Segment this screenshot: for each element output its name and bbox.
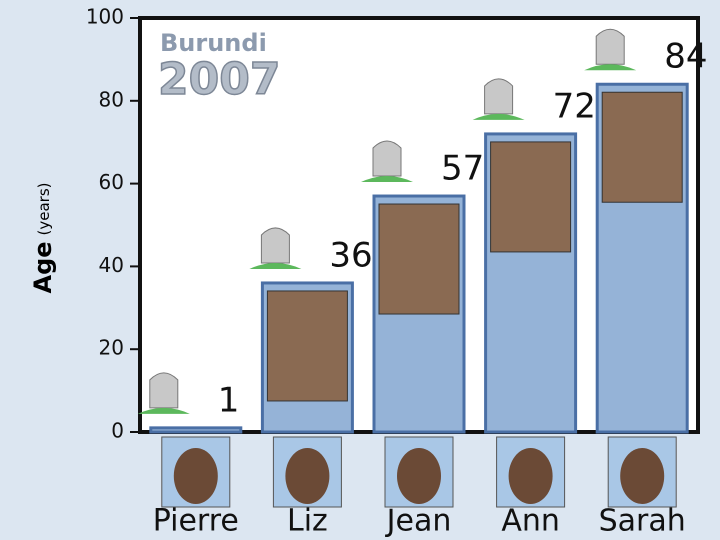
portrait <box>378 203 460 315</box>
y-tick-label: 80 <box>99 87 124 111</box>
grass <box>137 407 190 414</box>
x-tick-label: Liz <box>287 504 328 539</box>
chart-title: Burundi <box>160 29 267 57</box>
y-tick-label: 0 <box>111 419 124 443</box>
gravestone <box>372 140 402 177</box>
x-tick-label: Pierre <box>153 504 239 539</box>
x-tick-label: Jean <box>385 504 452 539</box>
y-axis-label: Age (years) <box>29 182 57 293</box>
baby-face <box>285 448 330 504</box>
x-tick-label: Sarah <box>599 504 686 539</box>
value-label: 36 <box>329 235 372 275</box>
gravestone <box>149 372 179 409</box>
value-label: 57 <box>441 149 484 189</box>
grass <box>361 176 413 183</box>
baby-face <box>508 448 553 504</box>
y-label-unit: (years) <box>35 182 53 235</box>
grass <box>472 113 525 120</box>
portrait <box>601 91 683 203</box>
bar <box>149 426 243 434</box>
x-tick-label: Ann <box>501 504 560 539</box>
value-label: 1 <box>218 380 240 420</box>
y-label: Age <box>29 241 57 293</box>
gravestone <box>595 28 625 65</box>
y-tick-label: 100 <box>86 5 124 29</box>
value-label: 84 <box>664 37 707 77</box>
chart-subtitle: 2007 <box>158 54 280 105</box>
gravestone <box>260 227 290 264</box>
y-tick-label: 40 <box>99 253 124 277</box>
baby-face <box>173 448 218 504</box>
baby-face <box>397 448 441 504</box>
y-tick-label: 20 <box>99 336 124 360</box>
portrait <box>266 290 348 402</box>
y-tick-label: 60 <box>99 170 124 194</box>
portrait <box>490 141 572 253</box>
grass <box>249 262 302 269</box>
value-label: 72 <box>553 86 596 126</box>
baby-face <box>620 448 665 504</box>
gravestone <box>484 78 514 115</box>
grass <box>584 64 637 71</box>
